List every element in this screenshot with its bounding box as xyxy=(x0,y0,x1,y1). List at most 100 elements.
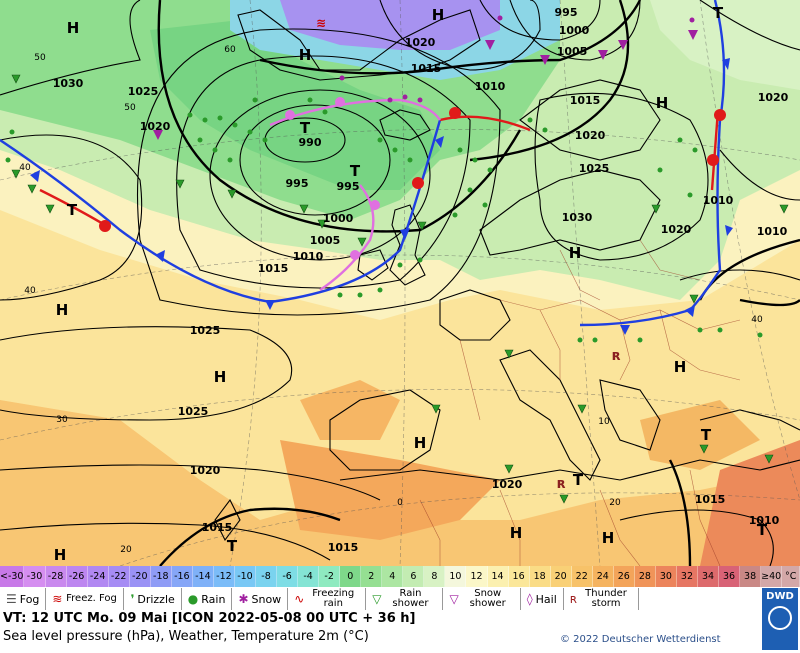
isobar-label: 1025 xyxy=(190,324,221,337)
legend-item: ∿ Freezing rain xyxy=(288,588,367,610)
latitude-label: 0 xyxy=(397,498,403,508)
scale-cell: 0 xyxy=(340,566,362,587)
high-pressure-label: H xyxy=(214,368,227,386)
svg-text:ʀ: ʀ xyxy=(557,476,566,492)
legend-item: ≋ Freez. Fog xyxy=(46,588,125,610)
legend-label: Snow shower xyxy=(469,588,506,609)
isobar-label: 1030 xyxy=(562,211,593,224)
scale-unit: °C xyxy=(782,566,800,587)
high-pressure-label: H xyxy=(602,529,615,547)
weather-symbols: ≋ ʀ ʀ xyxy=(5,15,789,504)
legend-symbol-icon: ʀ xyxy=(569,592,578,606)
isobar-label: 1000 xyxy=(323,212,354,225)
legend-symbol-icon: ❜ xyxy=(130,592,135,606)
legend-label: Freez. Fog xyxy=(66,593,117,604)
legend-item: ▽ Snow shower xyxy=(443,588,521,610)
scale-cell: -22 xyxy=(108,566,130,587)
isobar-label: 995 xyxy=(337,180,360,193)
legend-label: Rain xyxy=(201,592,226,606)
latitude-label: 40 xyxy=(24,286,36,296)
scale-cell: -16 xyxy=(171,566,193,587)
low-pressure-label: T xyxy=(573,471,584,489)
scale-cell: -26 xyxy=(66,566,88,587)
scale-cell: -10 xyxy=(234,566,256,587)
dwd-logo-text: DWD xyxy=(766,591,794,602)
legend-label: Snow xyxy=(251,592,282,606)
scale-cell: -12 xyxy=(213,566,235,587)
svg-text:≋: ≋ xyxy=(316,16,326,30)
scale-cell: 6 xyxy=(403,566,425,587)
high-pressure-label: H xyxy=(67,19,80,37)
low-pressure-label: T xyxy=(713,4,724,22)
scale-cell: 22 xyxy=(571,566,593,587)
high-pressure-label: H xyxy=(656,94,669,112)
legend-label: Fog xyxy=(19,592,40,606)
isobar-label: 1010 xyxy=(293,250,324,263)
isobar-label: 1025 xyxy=(178,405,209,418)
isobar-label: 1020 xyxy=(140,120,171,133)
temperature-scale: <-30 -30 -28 -26 -24 -22 -20 -18 -16 -14 -12 -10 -8-… xyxy=(0,566,800,587)
latitude-label: 10 xyxy=(598,417,610,427)
weather-legend: ☰ Fog ≋ Freez. Fog ❜ Drizzle ● Rain ✱ Snow ∿ Freezi… xyxy=(0,588,760,610)
isobar-label: 1020 xyxy=(758,91,789,104)
legend-item: ● Rain xyxy=(182,588,233,610)
scale-cell: -18 xyxy=(150,566,172,587)
legend-label: Hail xyxy=(535,592,557,606)
latitude-label: 20 xyxy=(120,545,132,555)
isobar-label: 1015 xyxy=(411,62,442,75)
legend-item: ✱ Snow xyxy=(232,588,289,610)
scale-cell: -6 xyxy=(277,566,299,587)
high-pressure-label: H xyxy=(54,546,67,564)
isobar-label: 1020 xyxy=(575,129,606,142)
latitude-label: 20 xyxy=(609,498,621,508)
isobar-label: 1005 xyxy=(310,234,341,247)
legend-item: ʀ Thunder storm xyxy=(564,588,640,610)
legend-item: ◊ Hail xyxy=(521,588,564,610)
scale-cell: 20 xyxy=(550,566,572,587)
scale-cell: 18 xyxy=(529,566,551,587)
scale-cell: 14 xyxy=(487,566,509,587)
isobar-label: 1010 xyxy=(757,225,788,238)
legend-item: ❜ Drizzle xyxy=(124,588,182,610)
scale-cell: -14 xyxy=(192,566,214,587)
isobar-label: 1010 xyxy=(749,514,780,527)
isobar-label: 1015 xyxy=(570,94,601,107)
scale-cell: -28 xyxy=(45,566,67,587)
high-pressure-label: H xyxy=(569,244,582,262)
latitude-label: 40 xyxy=(19,163,31,173)
high-pressure-label: H xyxy=(510,524,523,542)
low-pressure-label: T xyxy=(350,162,361,180)
map-subtitle: Sea level pressure (hPa), Weather, Tempe… xyxy=(3,629,369,644)
isobar-label: 1025 xyxy=(128,85,159,98)
isobar-label: 1020 xyxy=(190,464,221,477)
legend-symbol-icon: ▽ xyxy=(449,592,459,606)
scale-cell: 34 xyxy=(697,566,720,587)
isobar-label: 1015 xyxy=(695,493,726,506)
isobar-label: 1020 xyxy=(405,36,436,49)
legend-label: Drizzle xyxy=(137,592,175,606)
legend-symbol-icon: ● xyxy=(187,592,199,606)
pressure-centers: H H H H H H H H H H H H T T T T T T T T xyxy=(54,4,768,564)
scale-cell: 8 xyxy=(424,566,446,587)
legend-label: Freezing rain xyxy=(312,588,355,609)
isobar-label: 990 xyxy=(299,136,322,149)
isobar-label: 1015 xyxy=(202,521,233,534)
bold-isobars xyxy=(157,0,800,566)
legend-item: ▽ Rain shower xyxy=(366,588,444,610)
isobar-label: 1015 xyxy=(258,262,289,275)
dwd-emblem-icon xyxy=(768,606,792,630)
isobar-label: 1020 xyxy=(492,478,523,491)
scale-cell: 30 xyxy=(655,566,677,587)
scale-cell: 24 xyxy=(592,566,614,587)
scale-cell: 4 xyxy=(382,566,404,587)
dwd-logo: DWD xyxy=(762,588,798,650)
high-pressure-label: H xyxy=(56,301,69,319)
front-symbols xyxy=(30,58,733,335)
copyright: © 2022 Deutscher Wetterdienst xyxy=(560,634,721,645)
isobar-label: 1025 xyxy=(579,162,610,175)
high-pressure-label: H xyxy=(299,46,312,64)
scale-cell: -8 xyxy=(256,566,278,587)
